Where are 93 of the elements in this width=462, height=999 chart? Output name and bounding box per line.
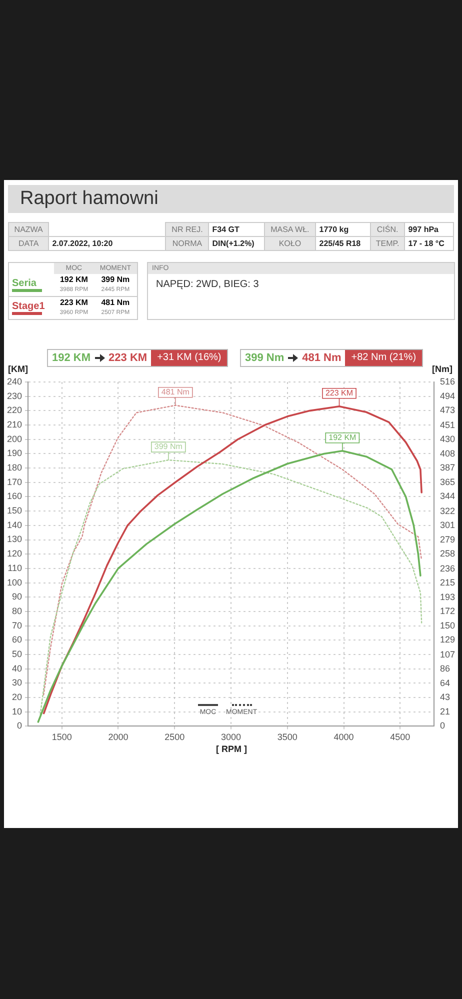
x-tick-label: 3500 — [277, 732, 298, 742]
text: NAZWA — [8, 222, 49, 236]
y2-tick-label: 258 — [440, 548, 456, 559]
y-tick-label: 10 — [12, 706, 22, 716]
y2-tick-label: 451 — [440, 420, 456, 430]
y2-tick-label: 129 — [440, 634, 456, 645]
y-tick-label: 150 — [6, 506, 22, 516]
y-tick-label: 80 — [12, 606, 22, 616]
y2-tick-label: 473 — [440, 405, 456, 416]
text: CIŚN. — [370, 222, 405, 236]
text: +31 KM (16%) — [151, 350, 228, 366]
y-tick-label: 180 — [6, 462, 22, 473]
y-tick-label: 70 — [12, 620, 22, 630]
y2-tick-label: 0 — [440, 720, 445, 731]
x-tick-label: 4000 — [334, 732, 354, 742]
y-tick-label: 100 — [6, 577, 22, 588]
y2-tick-label: 193 — [440, 592, 456, 602]
text: KOŁO — [264, 236, 316, 250]
text: F34 GT — [208, 222, 264, 236]
y2-tick-label: 365 — [440, 477, 456, 488]
text: 997 hPa — [404, 222, 454, 236]
y2-tick-label: 279 — [440, 534, 456, 545]
text: 481 Nm — [301, 352, 342, 364]
y2-tick-label: 107 — [440, 649, 456, 660]
y-tick-label: 0 — [17, 720, 22, 731]
data-label: 399 Nm — [154, 442, 183, 452]
text: 192 KM — [60, 275, 88, 284]
text: 223 KM — [108, 352, 148, 364]
text: TEMP. — [370, 236, 405, 250]
y2-tick-label: 21 — [440, 706, 450, 717]
y-axis-title: [KM] — [8, 364, 28, 374]
y2-tick-label: 494 — [440, 391, 456, 402]
text: MASA WŁ. — [264, 222, 316, 236]
y2-tick-label: 344 — [440, 491, 456, 502]
y2-tick-label: 150 — [440, 620, 456, 631]
y-tick-label: 60 — [12, 634, 22, 645]
y-tick-label: 210 — [6, 420, 22, 430]
text: 1770 kg — [316, 222, 370, 236]
y-tick-label: 220 — [6, 405, 22, 416]
y2-tick-label: 322 — [440, 506, 456, 516]
text: 399 Nm — [244, 352, 286, 364]
y2-tick-label: 430 — [440, 434, 456, 444]
y2-tick-label: 301 — [440, 520, 456, 530]
y-tick-label: 190 — [6, 448, 22, 458]
y2-tick-label: 236 — [440, 563, 456, 574]
y-tick-label: 20 — [12, 692, 22, 702]
y-tick-label: 170 — [6, 476, 22, 487]
text: 223 KM — [60, 298, 88, 307]
chart-title: Raport hamowni — [8, 185, 454, 213]
y2-tick-label: 408 — [440, 448, 456, 459]
text: 17 - 18 °C — [404, 236, 454, 250]
x-tick-label: 4500 — [390, 732, 410, 742]
text: NORMA — [166, 236, 209, 250]
y2-axis-title: [Nm] — [432, 364, 452, 374]
y-tick-label: 130 — [6, 534, 22, 544]
text: 192 KM — [51, 352, 92, 364]
y2-tick-label: 387 — [440, 462, 456, 473]
y-tick-label: 110 — [8, 562, 22, 573]
text: 225/45 R18 — [316, 236, 370, 250]
text: 481 Nm — [101, 298, 130, 307]
y-tick-label: 160 — [6, 491, 22, 502]
data-label: 481 Nm — [161, 388, 190, 397]
text: NR REJ. — [166, 222, 209, 236]
text: Stage1 — [12, 300, 46, 312]
y-tick-label: 140 — [6, 520, 22, 530]
text: DATA — [8, 236, 49, 250]
y-tick-label: 230 — [6, 390, 22, 401]
y-tick-label: 50 — [12, 648, 22, 659]
y2-tick-label: 64 — [440, 678, 450, 688]
data-label: 192 KM — [328, 433, 357, 442]
y2-tick-label: 215 — [440, 577, 456, 588]
x-tick-label: 1500 — [52, 732, 72, 742]
y-tick-label: 240 — [6, 376, 22, 386]
y-tick-label: 40 — [12, 663, 22, 674]
y2-tick-label: 172 — [440, 606, 456, 616]
x-tick-label: 3000 — [220, 732, 242, 742]
y-tick-label: 90 — [12, 592, 22, 602]
text: 2.07.2022, 10:20 — [48, 236, 166, 250]
data-label: 223 KM — [325, 388, 354, 398]
y-tick-label: 30 — [12, 678, 22, 688]
x-tick-label: 2500 — [164, 732, 185, 742]
x-axis-title: [ RPM ] — [216, 744, 247, 754]
y2-tick-label: 516 — [440, 376, 456, 386]
text: DIN(+1.2%) — [208, 236, 264, 250]
y2-tick-label: 86 — [440, 663, 450, 674]
y2-tick-label: 43 — [440, 692, 450, 702]
x-tick-label: 2000 — [108, 732, 128, 742]
text: Seria — [12, 278, 38, 288]
text: 399 Nm — [101, 275, 130, 284]
y-tick-label: 120 — [6, 548, 22, 559]
text: +82 Nm (21%) — [345, 350, 422, 366]
y-tick-label: 200 — [6, 434, 22, 444]
text: NAPĘD: 2WD, BIEG: 3 — [155, 278, 260, 292]
